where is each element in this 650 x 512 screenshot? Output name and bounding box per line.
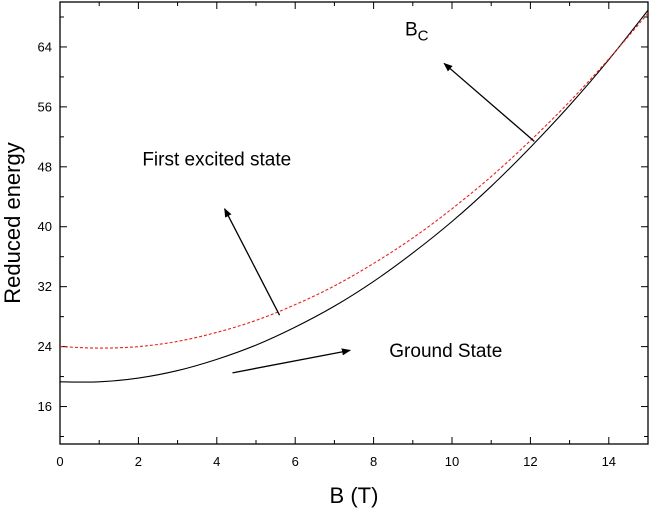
annotation-arrow-first-excited-state xyxy=(224,207,281,316)
plot-frame xyxy=(59,1,649,445)
y-tick-label: 16 xyxy=(38,399,52,414)
axis-ticks xyxy=(59,2,648,444)
x-tick-label: 8 xyxy=(370,454,377,469)
x-tick-label: 0 xyxy=(56,454,63,469)
x-tick-label: 2 xyxy=(135,454,142,469)
y-tick-label: 48 xyxy=(38,159,52,174)
x-tick-label: 6 xyxy=(292,454,299,469)
x-axis-title: B (T) xyxy=(330,483,379,508)
x-tick-label: 12 xyxy=(523,454,537,469)
annotation-subscript-bc: C xyxy=(418,28,429,45)
annotation-label-first-excited-state: First excited state xyxy=(142,149,291,170)
series-line-ground-state xyxy=(59,9,649,383)
x-tick-label: 4 xyxy=(213,454,220,469)
annotation-arrow-bc xyxy=(443,62,535,142)
y-tick-label: 24 xyxy=(38,339,52,354)
y-tick-label: 32 xyxy=(38,279,52,294)
x-tick-label: 10 xyxy=(445,454,459,469)
annotation-label-bc: BC xyxy=(405,20,429,45)
annotation-label-ground-state: Ground State xyxy=(389,341,502,362)
series-layer xyxy=(59,9,649,383)
y-tick-label: 56 xyxy=(38,99,52,114)
series-line-first-excited-state xyxy=(59,12,649,349)
annotation-arrow-ground-state xyxy=(232,348,351,374)
y-axis-title: Reduced energy xyxy=(0,142,25,303)
y-tick-label: 40 xyxy=(38,219,52,234)
annotation-layer: First excited state Ground State BC xyxy=(142,20,535,374)
y-tick-label: 64 xyxy=(38,39,52,54)
x-tick-label: 14 xyxy=(602,454,616,469)
